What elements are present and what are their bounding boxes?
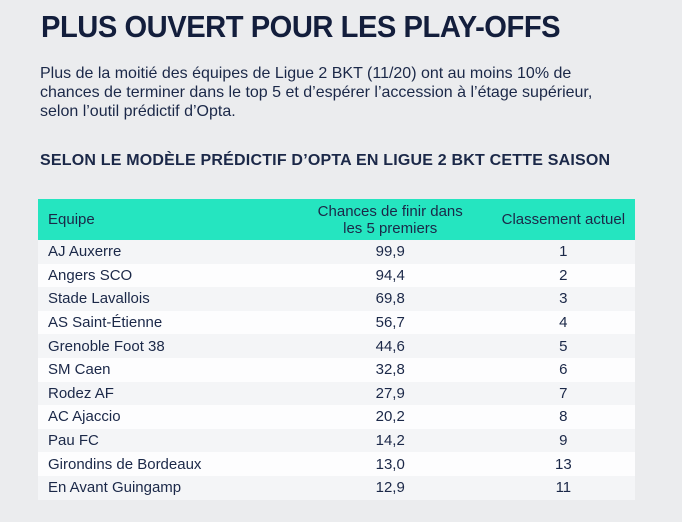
table-row: SM Caen 32,8 6 xyxy=(38,357,635,382)
table-row: Grenoble Foot 38 44,6 5 xyxy=(38,334,635,358)
team-name-cell: AC Ajaccio xyxy=(48,408,121,426)
table-row: AC Ajaccio 20,2 8 xyxy=(38,405,635,429)
team-name-cell: Angers SCO xyxy=(48,266,133,284)
rank-cell: 1 xyxy=(559,243,568,261)
chance-cell: 13,0 xyxy=(375,455,405,473)
table-row: Pau FC 14,2 9 xyxy=(38,428,635,453)
team-name-cell: Girondins de Bordeaux xyxy=(48,455,202,473)
intro-line-1: Plus de la moitié des équipes de Ligue 2… xyxy=(40,65,572,82)
rank-cell: 11 xyxy=(555,479,572,497)
team-name-cell: Grenoble Foot 38 xyxy=(48,337,165,355)
chance-cell: 20,2 xyxy=(375,408,405,426)
table-row: AS Saint-Étienne 56,7 4 xyxy=(38,310,635,335)
table-row: Stade Lavallois 69,8 3 xyxy=(38,287,635,311)
team-name-cell: SM Caen xyxy=(48,361,111,379)
intro-paragraph: Plus de la moitié des équipes de Ligue 2… xyxy=(40,64,592,121)
chance-cell: 32,8 xyxy=(375,361,405,379)
table-row: Angers SCO 94,4 2 xyxy=(38,263,635,288)
chance-cell: 69,8 xyxy=(375,290,405,308)
chance-cell: 27,9 xyxy=(375,384,405,402)
column-header-chances: Chances de finir dans les 5 premiers xyxy=(288,199,492,240)
team-name-cell: AJ Auxerre xyxy=(48,243,122,261)
column-header-rank: Classement actuel xyxy=(491,199,635,240)
team-name-cell: En Avant Guingamp xyxy=(48,479,182,497)
rank-cell: 13 xyxy=(555,455,572,473)
table-row: En Avant Guingamp 12,9 11 xyxy=(38,475,635,500)
chance-cell: 14,2 xyxy=(375,432,405,450)
team-name-cell: Rodez AF xyxy=(48,384,114,402)
rank-cell: 8 xyxy=(559,408,568,426)
rank-cell: 7 xyxy=(559,384,568,402)
intro-line-2: chances de terminer dans le top 5 et d’e… xyxy=(40,84,593,101)
table-header: Equipe Chances de finir dans les 5 premie… xyxy=(38,199,635,240)
intro-line-3: selon l’outil prédictif d’Opta. xyxy=(40,103,236,120)
rank-cell: 4 xyxy=(559,314,568,332)
table-subtitle: SELON LE MODÈLE PRÉDICTIF D’OPTA EN LIGU… xyxy=(40,152,611,169)
team-name-cell: Pau FC xyxy=(48,432,99,450)
team-name-cell: AS Saint-Étienne xyxy=(48,314,163,332)
table-body: AJ Auxerre 99,9 1 Angers SCO 94,4 2 Stade Lava… xyxy=(38,240,635,500)
column-header-chances-text: Chances de finir dans les 5 premiers xyxy=(317,202,463,237)
page-title: PLUS OUVERT POUR LES PLAY-OFFS xyxy=(41,9,561,44)
predictions-table: Equipe Chances de finir dans les 5 premie… xyxy=(38,199,635,500)
team-name-cell: Stade Lavallois xyxy=(48,290,150,308)
chance-cell: 12,9 xyxy=(375,479,405,497)
chance-cell: 44,6 xyxy=(375,337,405,355)
table-row: AJ Auxerre 99,9 1 xyxy=(38,240,635,264)
rank-cell: 6 xyxy=(559,361,568,379)
rank-cell: 9 xyxy=(559,432,568,450)
table-row: Girondins de Bordeaux 13,0 13 xyxy=(38,452,635,476)
column-header-team: Equipe xyxy=(38,199,289,240)
chance-cell: 56,7 xyxy=(375,314,405,332)
chance-cell: 94,4 xyxy=(375,266,405,284)
table-row: Rodez AF 27,9 7 xyxy=(38,381,635,406)
rank-cell: 5 xyxy=(559,337,568,355)
rank-cell: 3 xyxy=(559,290,568,308)
rank-cell: 2 xyxy=(559,266,568,284)
chance-cell: 99,9 xyxy=(375,243,405,261)
